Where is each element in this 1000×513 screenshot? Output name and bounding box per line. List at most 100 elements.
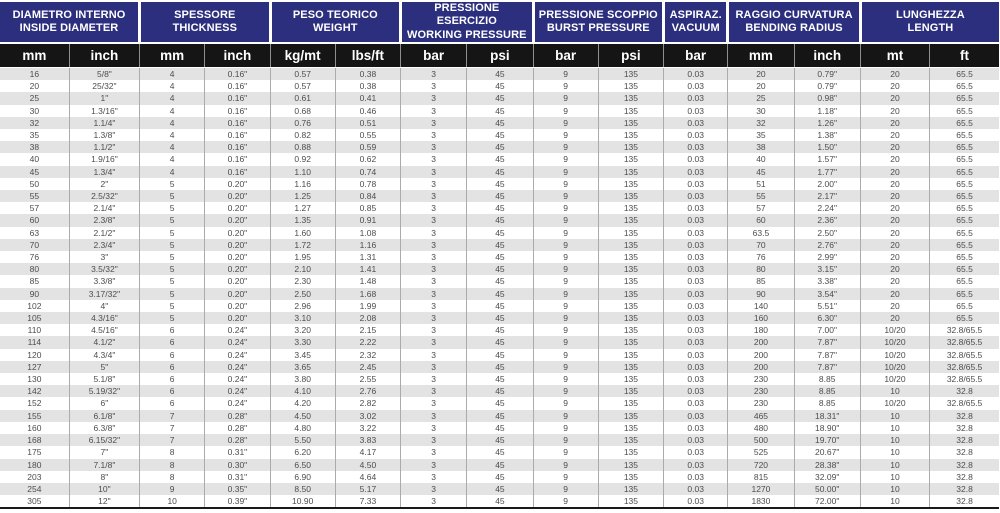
cell-length-mt: 20: [859, 312, 930, 325]
cell-burst-pressure-bar: 9: [532, 67, 599, 81]
cell-thickness-inch: 0.20": [204, 251, 271, 264]
cell-bending-radius-mm: 525: [727, 446, 795, 459]
cell-thickness-inch: 0.16": [204, 116, 271, 130]
table-row: 203 8" 8 0.31" 6.90 4.64 3 45 9 135 0.03 815 32.09" 1…: [0, 470, 999, 483]
cell-burst-pressure-psi: 135: [597, 190, 664, 203]
table-row: 130 5.1/8" 6 0.24" 3.80 2.55 3 45 9 135 0.03 230 8.8…: [0, 373, 999, 386]
cell-inside-diameter-inch: 2.3/8": [68, 214, 140, 227]
cell-length-ft: 32.8: [929, 458, 999, 471]
cell-weight-kg-mt: 1.35: [269, 214, 336, 227]
cell-inside-diameter-mm: 203: [0, 470, 70, 483]
cell-thickness-inch: 0.20": [204, 312, 271, 325]
cell-length-mt: 10: [859, 409, 930, 422]
cell-vacuum-bar: 0.03: [663, 373, 728, 386]
cell-thickness-inch: 0.31": [204, 446, 271, 459]
cell-bending-radius-inch: 3.54": [793, 287, 861, 300]
cell-thickness-mm: 4: [139, 67, 205, 81]
cell-burst-pressure-bar: 9: [532, 226, 599, 239]
cell-thickness-mm: 6: [139, 397, 205, 410]
cell-weight-kg-mt: 3.10: [269, 312, 336, 325]
table-row: 20 25/32" 4 0.16" 0.57 0.38 3 45 9 135 0.03 20 0.79"…: [0, 80, 999, 93]
cell-inside-diameter-mm: 55: [0, 190, 70, 203]
cell-bending-radius-mm: 20: [727, 80, 795, 93]
table-row: 168 6.15/32" 7 0.28" 5.50 3.83 3 45 9 135 0.03 500 1…: [0, 434, 999, 447]
cell-thickness-mm: 5: [139, 202, 205, 215]
cell-thickness-inch: 0.39": [204, 495, 271, 510]
cell-inside-diameter-inch: 4.3/4": [68, 348, 140, 361]
cell-inside-diameter-inch: 6": [68, 397, 140, 410]
cell-weight-kg-mt: 1.60: [269, 226, 336, 239]
cell-burst-pressure-psi: 135: [597, 92, 664, 105]
cell-weight-kg-mt: 1.10: [269, 165, 336, 178]
cell-length-ft: 65.5: [929, 251, 999, 264]
cell-bending-radius-mm: 25: [727, 92, 795, 105]
table-row: 105 4.3/16" 5 0.20" 3.10 2.08 3 45 9 135 0.03 160 6.…: [0, 312, 999, 325]
cell-weight-lbs-ft: 1.99: [334, 299, 401, 313]
cell-length-ft: 32.8/65.5: [929, 373, 999, 386]
cell-thickness-mm: 8: [139, 458, 205, 471]
cell-length-ft: 32.8: [929, 495, 999, 510]
cell-weight-kg-mt: 0.76: [269, 116, 336, 130]
cell-length-mt: 10: [859, 421, 930, 435]
cell-inside-diameter-inch: 7.1/8": [68, 458, 140, 471]
cell-burst-pressure-psi: 135: [597, 116, 664, 130]
cell-bending-radius-inch: 20.67": [793, 446, 861, 459]
group-label-english: BURST PRESSURE: [546, 22, 650, 34]
cell-weight-lbs-ft: 1.68: [334, 287, 401, 300]
cell-burst-pressure-bar: 9: [532, 373, 599, 386]
table-row: 16 5/8" 4 0.16" 0.57 0.38 3 45 9 135 0.03 20 0.79" 20…: [0, 67, 999, 81]
cell-bending-radius-inch: 7.00": [793, 324, 861, 337]
cell-length-ft: 32.8/65.5: [929, 360, 999, 374]
column-group-header-bending-radius: RAGGIO CURVATURA BENDING RADIUS: [726, 2, 861, 44]
cell-working-pressure-bar: 3: [400, 470, 467, 483]
cell-inside-diameter-mm: 38: [0, 141, 70, 154]
cell-thickness-inch: 0.24": [204, 360, 271, 374]
cell-thickness-inch: 0.16": [204, 80, 271, 93]
cell-working-pressure-psi: 45: [466, 165, 534, 178]
cell-working-pressure-psi: 45: [466, 360, 534, 374]
cell-weight-kg-mt: 4.10: [269, 385, 336, 398]
unit-header-inside-diameter-inch: inch: [68, 43, 140, 68]
cell-weight-kg-mt: 8.50: [269, 482, 336, 496]
cell-working-pressure-psi: 45: [466, 482, 534, 496]
cell-inside-diameter-mm: 175: [0, 446, 70, 459]
cell-thickness-mm: 7: [139, 421, 205, 435]
cell-working-pressure-psi: 45: [466, 104, 534, 117]
cell-thickness-inch: 0.20": [204, 287, 271, 300]
cell-inside-diameter-mm: 85: [0, 275, 70, 288]
cell-inside-diameter-mm: 35: [0, 129, 70, 142]
cell-burst-pressure-bar: 9: [532, 336, 599, 349]
cell-inside-diameter-inch: 2.5/32": [68, 190, 140, 203]
cell-weight-kg-mt: 1.95: [269, 251, 336, 264]
cell-bending-radius-inch: 2.36": [793, 214, 861, 227]
group-label-english: THICKNESS: [172, 22, 238, 34]
cell-bending-radius-mm: 160: [727, 312, 795, 325]
cell-bending-radius-mm: 720: [727, 458, 795, 471]
unit-header-length-ft: ft: [929, 43, 999, 68]
cell-inside-diameter-inch: 1.1/2": [68, 141, 140, 154]
cell-burst-pressure-psi: 135: [597, 495, 664, 510]
cell-thickness-inch: 0.20": [204, 202, 271, 215]
cell-working-pressure-bar: 3: [400, 336, 467, 349]
cell-weight-lbs-ft: 4.17: [334, 446, 401, 459]
cell-bending-radius-mm: 20: [727, 67, 795, 81]
cell-working-pressure-psi: 45: [466, 287, 534, 300]
cell-working-pressure-bar: 3: [400, 324, 467, 337]
group-label-italian: ASPIRAZ.: [669, 8, 722, 21]
group-label-english: WEIGHT: [312, 22, 358, 34]
cell-inside-diameter-mm: 102: [0, 299, 70, 313]
table-row: 102 4" 5 0.20" 2.96 1.99 3 45 9 135 0.03 140 5.51" 20…: [0, 299, 999, 313]
cell-burst-pressure-psi: 135: [597, 202, 664, 215]
cell-working-pressure-bar: 3: [400, 373, 467, 386]
cell-thickness-inch: 0.24": [204, 397, 271, 410]
cell-thickness-inch: 0.28": [204, 409, 271, 422]
cell-length-mt: 10/20: [859, 360, 930, 374]
cell-working-pressure-psi: 45: [466, 397, 534, 410]
cell-length-ft: 65.5: [929, 153, 999, 166]
cell-thickness-mm: 5: [139, 214, 205, 227]
cell-burst-pressure-psi: 135: [597, 470, 664, 483]
table-body: 16 5/8" 4 0.16" 0.57 0.38 3 45 9 135 0.03 20 0.79" 20…: [0, 67, 999, 510]
cell-thickness-mm: 5: [139, 238, 205, 252]
cell-thickness-mm: 4: [139, 116, 205, 130]
cell-vacuum-bar: 0.03: [663, 67, 728, 81]
